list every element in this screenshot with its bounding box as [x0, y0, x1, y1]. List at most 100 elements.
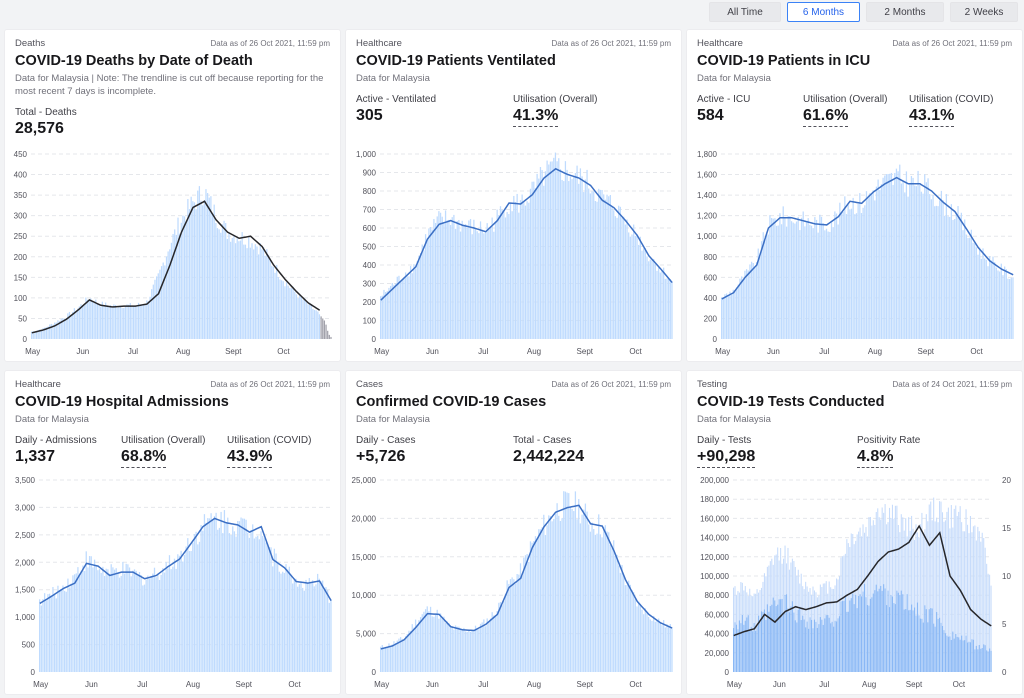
bar	[388, 643, 390, 672]
bar	[628, 580, 630, 672]
incomplete-bar	[327, 330, 329, 339]
trend-line	[31, 200, 321, 334]
stat-value-tooltip[interactable]: 68.8%	[121, 448, 167, 468]
bar	[807, 218, 809, 339]
bar	[614, 216, 616, 339]
x-tick-label: May	[33, 680, 48, 689]
pcr-bar	[918, 615, 920, 672]
bar	[431, 616, 433, 672]
pcr-bar	[896, 590, 898, 672]
bar	[553, 519, 555, 672]
y-tick-label: 700	[363, 206, 377, 215]
bar	[992, 256, 994, 339]
bar	[947, 507, 949, 672]
range-6-months-button[interactable]: 6 Months	[787, 2, 860, 22]
bar	[451, 626, 453, 672]
bar	[270, 547, 272, 672]
bar	[584, 503, 587, 672]
bar	[391, 644, 393, 672]
pcr-bar	[983, 644, 985, 672]
tests-chart[interactable]: 0 20,000 40,000 60,000 80,000 100,000 120,000 1…	[687, 472, 1022, 694]
bar	[934, 521, 936, 672]
bar	[1004, 266, 1006, 339]
bar	[518, 574, 520, 672]
stat-value-tooltip[interactable]: 43.1%	[909, 107, 955, 127]
pcr-bar	[966, 642, 969, 672]
bar	[100, 306, 102, 339]
stat-value-tooltip[interactable]: +90,298	[697, 448, 756, 468]
bar	[775, 225, 778, 339]
bar	[972, 526, 974, 672]
stat-value-tooltip[interactable]: 43.9%	[227, 448, 273, 468]
bar	[263, 538, 266, 672]
icu-chart[interactable]: 0 200 400 600 800 1,000 1,200 1,400 1,600 1,800 Ma…	[687, 146, 1022, 361]
pcr-bar	[862, 591, 864, 672]
pcr-bar	[809, 617, 811, 672]
bar	[915, 186, 918, 339]
bar	[921, 512, 923, 672]
bar	[626, 585, 628, 672]
bar	[795, 221, 798, 339]
bar	[568, 181, 570, 339]
bar	[421, 614, 423, 672]
bar	[960, 212, 962, 339]
bar	[253, 538, 256, 672]
bar	[97, 570, 99, 672]
bar	[323, 589, 325, 672]
pcr-bar	[900, 590, 902, 672]
y-tick-label: 0	[372, 335, 377, 344]
pcr-bar	[772, 597, 774, 672]
bar	[722, 298, 724, 339]
stats-row: Active - ICU 584 Utilisation (Overall) 6…	[697, 94, 1012, 127]
bar	[190, 196, 192, 339]
card-category: Cases	[356, 379, 383, 390]
bar	[940, 190, 943, 339]
bar	[173, 558, 176, 672]
bar	[398, 275, 400, 339]
stat-label: Active - Ventilated	[356, 94, 437, 105]
pcr-bar	[747, 615, 749, 672]
cases-chart[interactable]: 0 5,000 10,000 15,000 20,000 25,000 May Jun Jul A…	[346, 472, 681, 694]
y-tick-label: 1,800	[697, 150, 718, 159]
bar	[478, 629, 480, 672]
range-2-months-button[interactable]: 2 Months	[866, 2, 944, 22]
bar	[805, 581, 807, 672]
stat-value-tooltip[interactable]: 4.8%	[857, 448, 894, 468]
stat-active-ventilated: Active - Ventilated 305	[356, 94, 513, 127]
bar	[916, 532, 919, 672]
bar	[383, 289, 385, 339]
deaths-chart[interactable]: 0 50 100 150 200 250 300 350 400 450 May Jun Jul Aug S…	[5, 146, 340, 361]
x-tick-label: Aug	[527, 680, 541, 689]
admissions-chart[interactable]: 0 500 1,000 1,500 2,000 2,500 3,000 3,500 May Jun…	[5, 472, 340, 694]
bar	[466, 632, 468, 672]
bar	[764, 240, 766, 339]
bar	[454, 625, 457, 672]
y-tick-label: 600	[363, 224, 377, 233]
bar	[443, 223, 445, 339]
bar	[83, 571, 86, 672]
bar	[634, 235, 636, 339]
pcr-bar	[828, 617, 830, 672]
stat-value-tooltip[interactable]: 61.6%	[803, 107, 849, 127]
bar	[62, 585, 64, 672]
bar	[971, 532, 973, 672]
pcr-bar	[737, 629, 739, 672]
trend-line	[721, 176, 1014, 300]
bar	[666, 624, 668, 672]
stat-value-tooltip[interactable]: 41.3%	[513, 107, 559, 127]
y2-tick-label: 10	[1002, 572, 1011, 581]
bar	[641, 250, 643, 339]
bar	[797, 216, 799, 339]
ventilated-chart[interactable]: 0 100 200 300 400 500 600 700 800 900 1,000 May Jun J…	[346, 146, 681, 361]
pcr-bar	[886, 605, 888, 672]
bar	[834, 211, 836, 339]
bar	[954, 219, 956, 339]
range-all-time-button[interactable]: All Time	[709, 2, 781, 22]
range-2-weeks-button[interactable]: 2 Weeks	[950, 2, 1018, 22]
bar	[546, 160, 548, 339]
bar	[123, 573, 126, 672]
bar	[401, 638, 403, 672]
bar	[466, 227, 468, 339]
pcr-bar	[939, 617, 941, 672]
bar	[421, 244, 423, 339]
